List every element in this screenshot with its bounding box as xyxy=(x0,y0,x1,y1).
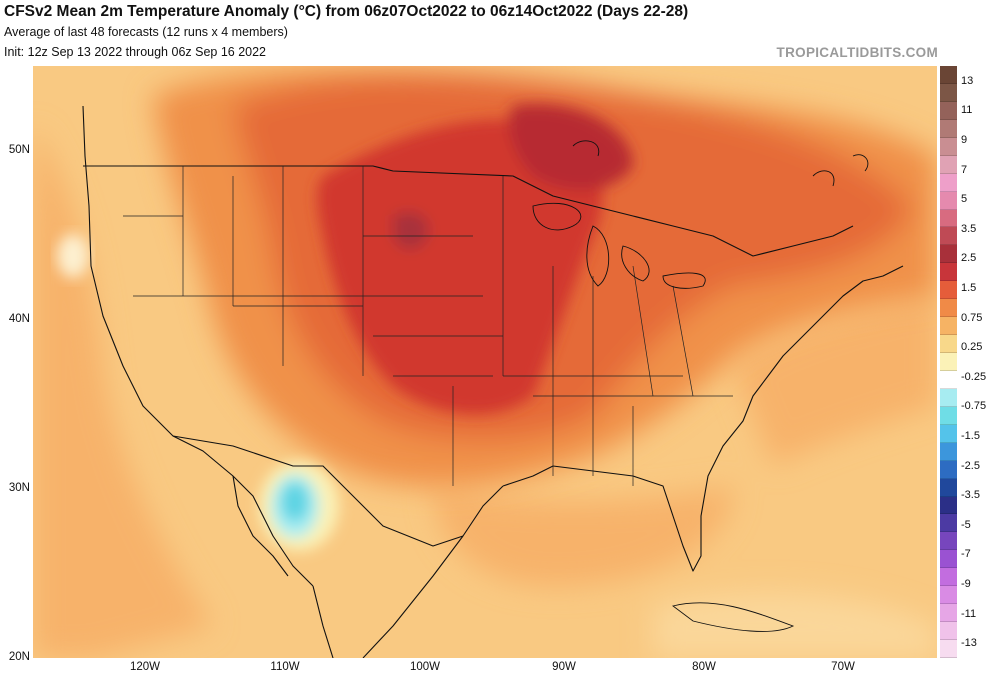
brand-watermark: TROPICALTIDBITS.COM xyxy=(776,45,938,60)
colorbar-label: -9 xyxy=(961,578,971,590)
anomaly-contour-3 xyxy=(317,119,603,415)
lon-label-80w: 80W xyxy=(692,661,716,673)
colorbar-cell xyxy=(940,281,957,300)
lon-label-110w: 110W xyxy=(270,661,300,673)
colorbar-label: 9 xyxy=(961,134,968,146)
colorbar-cell xyxy=(940,83,957,102)
colorbar-cell xyxy=(940,406,957,425)
colorbar-cell xyxy=(940,137,957,156)
lat-label-30n: 30N xyxy=(8,482,30,494)
colorbar-cell xyxy=(940,335,957,354)
map-subtitle-init: Init: 12z Sep 13 2022 through 06z Sep 16… xyxy=(4,45,267,59)
colorbar-cell xyxy=(940,155,957,174)
lon-label-90w: 90W xyxy=(552,661,576,673)
colorbar-label: 13 xyxy=(961,74,974,87)
colorbar-label: -0.75 xyxy=(961,400,987,413)
colorbar-cell xyxy=(940,568,957,587)
colorbar-cell xyxy=(940,227,957,246)
colorbar-cell xyxy=(940,370,957,389)
colorbar-cell xyxy=(940,299,957,318)
colorbar-cell xyxy=(940,460,957,479)
caribbean-pale-region xyxy=(653,592,937,658)
colorbar-label: 7 xyxy=(961,163,968,176)
colorbar-cell xyxy=(940,424,957,443)
lon-label-120w: 120W xyxy=(129,661,161,673)
colorbar-label: -13 xyxy=(961,637,977,650)
gulf-coast-line xyxy=(502,265,904,572)
colorbar-cell xyxy=(940,514,957,533)
great-lakes-outline xyxy=(532,202,706,289)
colorbar-label: 3.5 xyxy=(961,222,977,235)
state-border-lines xyxy=(123,166,733,486)
colorbar-cell xyxy=(940,66,957,84)
mexico-gulf-coast-line xyxy=(312,485,504,658)
lat-label-40n: 40N xyxy=(8,313,30,325)
colorbar-label: -2.5 xyxy=(961,459,980,472)
lon-label-70w: 70W xyxy=(831,661,855,673)
colorbar-label: 2.5 xyxy=(961,252,977,265)
west-coast-line xyxy=(82,105,314,587)
colorbar-cell xyxy=(940,550,957,569)
lon-label-100w: 100W xyxy=(409,661,441,673)
colorbar-cell xyxy=(940,245,957,264)
colorbar-label: 0.75 xyxy=(961,311,983,324)
canada-us-border-line xyxy=(83,165,854,257)
colorbar-cell xyxy=(940,173,957,192)
map-subtitle-average: Average of last 48 forecasts (12 runs x … xyxy=(4,25,288,39)
colorbar-cell xyxy=(940,586,957,605)
colorbar-cell xyxy=(940,209,957,228)
lat-label-50n: 50N xyxy=(8,144,30,156)
colorbar-cell xyxy=(940,532,957,551)
colorbar-label: 11 xyxy=(961,104,973,117)
colorbar-cell xyxy=(940,640,957,658)
colorbar-label: -0.25 xyxy=(961,370,987,383)
temperature-anomaly-map xyxy=(33,66,937,658)
colorbar-label: 0.25 xyxy=(961,341,983,354)
colorbar-cell xyxy=(940,119,957,138)
colorbar-cell xyxy=(940,496,957,515)
anomaly-contour-3-5-core xyxy=(393,212,429,250)
atlantic-warm-band xyxy=(733,296,937,466)
colorbar-cell xyxy=(940,388,957,407)
cool-anomaly-core xyxy=(281,482,309,522)
cuba-outline xyxy=(671,602,795,632)
colorbar-cell xyxy=(940,263,957,282)
colorbar-label: -7 xyxy=(961,548,971,561)
colorbar-label: 5 xyxy=(961,193,968,206)
colorbar-label: -11 xyxy=(961,607,977,620)
colorbar-cell xyxy=(940,604,957,623)
us-mexico-border-line xyxy=(172,435,464,547)
colorbar-cell xyxy=(940,442,957,461)
map-title: CFSv2 Mean 2m Temperature Anomaly (°C) f… xyxy=(4,3,689,20)
anomaly-contour-3-northeast xyxy=(509,104,633,190)
colorbar-label: -5 xyxy=(961,518,971,531)
gulf-warm-region xyxy=(433,486,733,586)
colorbar-cell xyxy=(940,622,957,641)
baja-coast-line xyxy=(232,475,289,577)
colorbar-cell xyxy=(940,317,957,336)
colorbar: 13 11 9 7 5 3.5 2.5 1.5 0.75 0.25 -0.25 -0.75 -1.5 -2… xyxy=(940,66,990,658)
colorbar-cell xyxy=(940,353,957,371)
colorbar-cell xyxy=(940,191,957,210)
hudson-islands xyxy=(572,140,869,187)
colorbar-label: -3.5 xyxy=(961,489,980,502)
colorbar-cell xyxy=(940,101,957,120)
colorbar-cell xyxy=(940,478,957,497)
colorbar-label: -1.5 xyxy=(961,430,980,442)
lat-label-20n: 20N xyxy=(8,651,30,663)
colorbar-label: 1.5 xyxy=(961,282,977,294)
pacific-northwest-pale-spot xyxy=(57,234,89,278)
